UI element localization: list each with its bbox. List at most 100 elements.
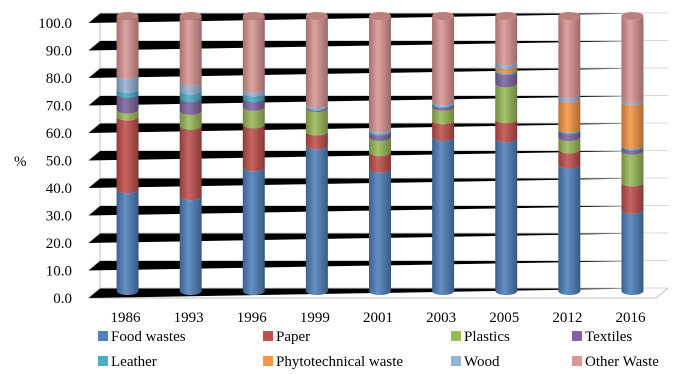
x-tick-label: 2001 (363, 310, 393, 326)
x-axis-ticks: 1986 1993 1996 1999 2001 2003 2005 2012 2016 (111, 310, 646, 326)
bar-segment-food-wastes (305, 145, 328, 295)
bar-segment-food-wastes (369, 168, 391, 295)
bar-segment-phytotechnical-waste (621, 101, 644, 150)
bar-segment-paper (495, 119, 518, 143)
x-tick-label: 2003 (426, 310, 456, 326)
bars (116, 12, 644, 295)
legend-item-textiles: Textiles (572, 329, 632, 345)
y-tick-label: 10.0 (46, 264, 72, 280)
legend-label: Leather (111, 354, 157, 370)
y-tick-label: 0.0 (53, 291, 72, 307)
bar-segment-other-waste (495, 16, 518, 66)
bar-stack-2016 (621, 12, 644, 295)
bar-segment-textiles (369, 131, 391, 141)
bar-segment-leather (369, 130, 391, 136)
bar-segment-other-waste (432, 16, 455, 106)
bar-segment-paper (432, 120, 455, 141)
bar-segment-wood (242, 88, 265, 97)
legend-swatch (451, 356, 461, 366)
legend-item-other-waste: Other Waste (572, 354, 659, 370)
y-tick-label: 60.0 (46, 126, 72, 142)
legend-item-wood: Wood (451, 354, 500, 370)
bar-segment-paper (369, 152, 391, 173)
bar-segment-textiles (432, 104, 455, 111)
bar-segment-other-waste (305, 16, 328, 108)
legend-label: Wood (464, 354, 500, 370)
y-tick-label: 50.0 (46, 154, 72, 170)
bar-segment-leather (116, 88, 139, 99)
bar-stack-1993 (179, 12, 202, 295)
legend-label: Plastics (464, 329, 510, 345)
x-tick-label: 1993 (174, 310, 204, 326)
bar-stack-1986 (116, 12, 139, 295)
legend-item-paper: Paper (263, 329, 310, 345)
bar-segment-wood (495, 61, 518, 70)
bar-cap (621, 12, 644, 20)
legend-swatch (98, 331, 108, 341)
bar-segment-textiles (305, 106, 328, 113)
bar-segment-plastics (495, 83, 518, 124)
bar-segment-paper (621, 182, 644, 214)
bar-cap (369, 12, 391, 20)
bar-segment-plastics (432, 106, 455, 125)
x-tick-label: 2012 (552, 310, 582, 326)
legend-swatch (98, 356, 108, 366)
bar-segment-other-waste (369, 16, 391, 133)
legend-label: Textiles (585, 329, 632, 345)
bar-segment-leather (621, 145, 644, 151)
bar-segment-plastics (179, 110, 202, 130)
bar-segment-wood (116, 75, 139, 93)
bar-stack-1999 (305, 12, 328, 295)
bar-segment-plastics (305, 108, 328, 136)
bar-segment-other-waste (621, 16, 644, 103)
legend-swatch (572, 356, 582, 366)
bar-stack-1996 (242, 12, 265, 295)
bar-cap (305, 12, 328, 20)
bar-segment-wood (558, 94, 581, 103)
bar-segment-food-wastes (558, 164, 581, 295)
bar-segment-leather (305, 105, 328, 111)
legend-item-plastics: Plastics (451, 329, 510, 345)
legend-swatch (263, 356, 273, 366)
legend-swatch (451, 331, 461, 341)
bar-segment-paper (305, 131, 328, 150)
y-axis-ticks: 0.0 10.0 20.0 30.0 40.0 50.0 60.0 70.0 80.0 90.0 1… (38, 16, 72, 307)
bar-segment-wood (432, 101, 455, 107)
legend-swatch (263, 331, 273, 341)
y-tick-label: 20.0 (46, 236, 72, 252)
x-tick-label: 1999 (300, 310, 330, 326)
floor (88, 287, 669, 299)
bar-segment-plastics (369, 137, 391, 157)
bar-cap (179, 12, 202, 20)
y-tick-label: 70.0 (46, 99, 72, 115)
bar-segment-textiles (558, 130, 581, 141)
bar-segment-phytotechnical-waste (558, 98, 581, 133)
bar-segment-plastics (242, 106, 265, 129)
bar-stack-2012 (558, 12, 581, 295)
bar-segment-food-wastes (116, 189, 139, 295)
y-tick-label: 30.0 (46, 209, 72, 225)
bar-segment-paper (116, 116, 139, 194)
bar-segment-leather (432, 102, 455, 108)
y-tick-label: 100.0 (38, 16, 72, 32)
bar-segment-other-waste (558, 16, 581, 99)
bar-segment-leather (495, 69, 518, 75)
bar-segment-leather (558, 128, 581, 135)
bar-stack-2005 (495, 12, 518, 295)
bar-cap (558, 12, 581, 20)
bar-segment-phytotechnical-waste (495, 65, 518, 74)
legend-label: Phytotechnical waste (276, 354, 403, 370)
bar-segment-textiles (495, 71, 518, 88)
bar-segment-food-wastes (495, 138, 518, 295)
bar-cap (495, 12, 518, 20)
bar-stack-2001 (369, 12, 391, 295)
bar-segment-paper (179, 126, 202, 201)
bar-segment-leather (179, 90, 202, 103)
x-tick-label: 2016 (615, 310, 646, 326)
bar-segment-plastics (621, 150, 644, 187)
bar-segment-food-wastes (179, 196, 202, 295)
bar-stack-2003 (432, 12, 455, 295)
y-tick-label: 90.0 (46, 44, 72, 60)
bar-segment-wood (179, 82, 202, 95)
